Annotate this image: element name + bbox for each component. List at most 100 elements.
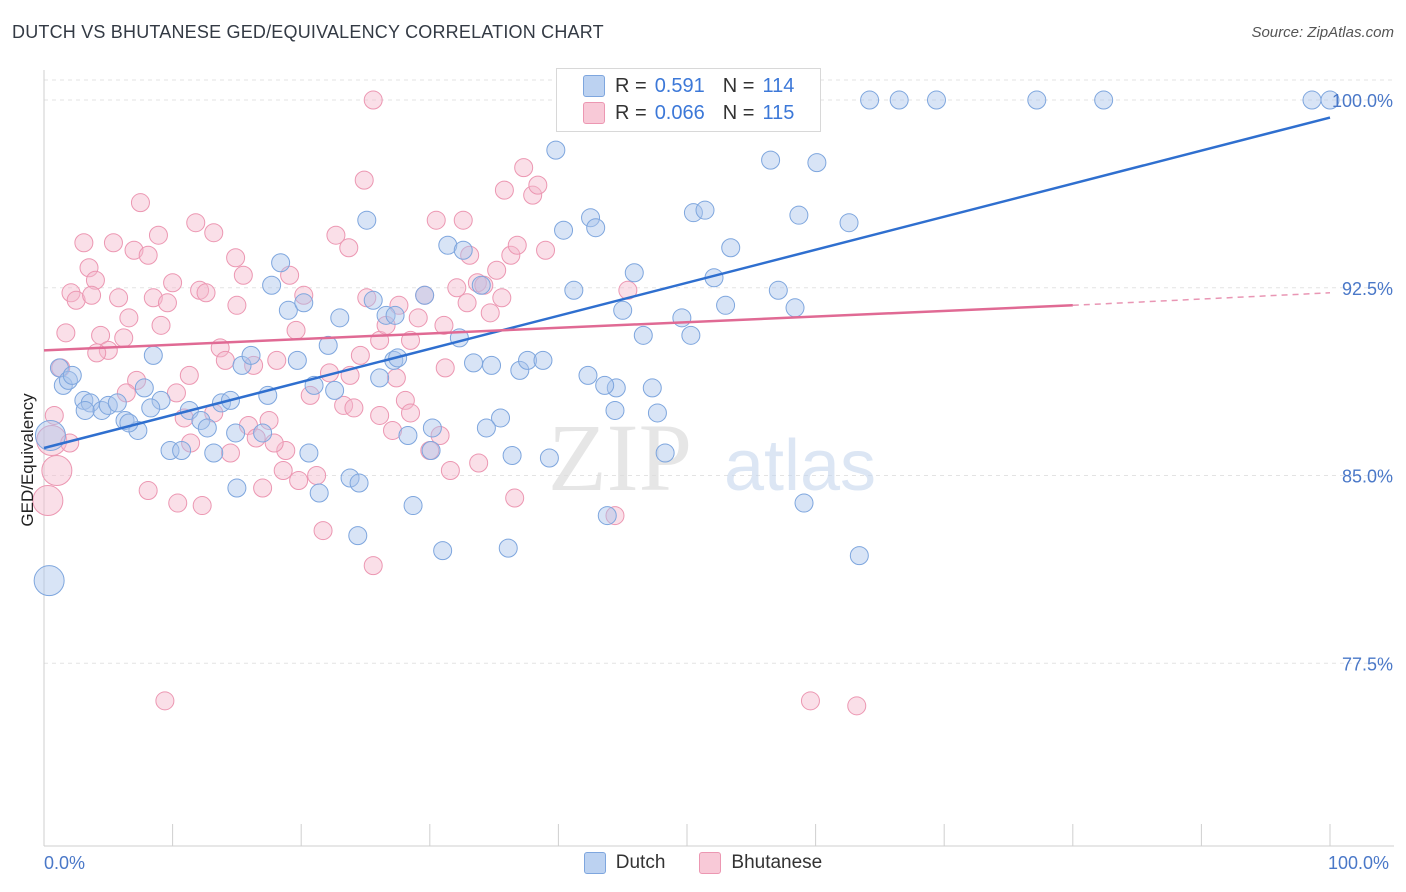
bhutanese-point [480, 303, 500, 323]
dutch-point [241, 345, 261, 365]
bhutanese-point [130, 193, 150, 213]
dutch-point [160, 440, 180, 460]
dutch-point [197, 418, 217, 438]
x-tick-label-max: 100.0% [1328, 853, 1390, 873]
dutch-point [647, 403, 667, 423]
chart-title: DUTCH VS BHUTANESE GED/EQUIVALENCY CORRE… [12, 22, 604, 42]
dutch-point [438, 235, 458, 255]
bhutanese-point [85, 270, 105, 290]
legend-row-dutch: R = 0.591 N = 114 [583, 73, 812, 99]
dutch-point [785, 298, 805, 318]
dutch-r-label: R = [615, 74, 647, 97]
dutch-point [191, 410, 211, 430]
bhutanese-point [344, 398, 364, 418]
bhutanese-n-value: 115 [762, 101, 795, 124]
x-tick-label-min: 0.0% [44, 853, 86, 873]
source-label: Source: ZipAtlas.com [1251, 24, 1394, 41]
y-tick-label: 77.5% [1342, 654, 1393, 674]
dutch-point [794, 493, 814, 513]
dutch-point [491, 408, 511, 428]
trend-lines [43, 116, 1331, 450]
dutch-point [422, 418, 442, 438]
bhutanese-point [408, 308, 428, 328]
dutch-point [605, 400, 625, 420]
bhutanese-point [79, 258, 99, 278]
dutch-point [34, 419, 66, 451]
dutch-point [761, 150, 781, 170]
stats-legend: R = 0.591 N = 114 R = 0.066 N = 115 [556, 68, 821, 132]
bhutanese-point [460, 245, 480, 265]
dutch-point [453, 240, 473, 260]
bhutanese-point [127, 370, 147, 390]
dutch-point [926, 90, 946, 110]
bhutanese-point [233, 265, 253, 285]
y-axis-label: GED/Equivalency [18, 393, 37, 527]
bhutanese-point [103, 233, 123, 253]
dutch-point [309, 483, 329, 503]
bhutanese-point [847, 696, 867, 716]
dutch-point [119, 413, 139, 433]
bhutanese-point [434, 315, 454, 335]
legend-item-bhutanese[interactable]: Bhutanese [699, 852, 822, 874]
bhutanese-point [395, 390, 415, 410]
bhutanese-point [273, 461, 293, 481]
watermark-zip: ZIP [548, 404, 692, 511]
bhutanese-point [267, 350, 287, 370]
dutch-point [476, 418, 496, 438]
dutch-point [253, 423, 273, 443]
bhutanese-points [32, 90, 867, 716]
dutch-point [227, 478, 247, 498]
bhutanese-point [82, 285, 102, 305]
bhutanese-point [426, 210, 446, 230]
bhutanese-trend-extension [1072, 292, 1331, 307]
y-tick-label: 92.5% [1342, 279, 1393, 299]
bhutanese-point [339, 238, 359, 258]
dutch-point [768, 280, 788, 300]
dutch-r-value: 0.591 [654, 74, 705, 97]
bhutanese-point [487, 260, 507, 280]
dutch-point [613, 300, 633, 320]
bhutanese-point [447, 278, 467, 298]
bhutanese-point [227, 295, 247, 315]
dutch-point [539, 448, 559, 468]
bhutanese-point [389, 295, 409, 315]
bhutanese-point [383, 420, 403, 440]
dutch-point [1302, 90, 1322, 110]
dutch-point [595, 375, 615, 395]
dutch-point [721, 238, 741, 258]
bhutanese-point [370, 405, 390, 425]
dutch-point [672, 308, 692, 328]
bhutanese-point [457, 293, 477, 313]
bhutanese-point [536, 240, 556, 260]
bhutanese-point [138, 245, 158, 265]
bhutanese-point [56, 323, 76, 343]
bhutanese-point [605, 506, 625, 526]
dutch-point [564, 280, 584, 300]
dutch-point [421, 440, 441, 460]
dutch-point [141, 398, 161, 418]
bhutanese-point [155, 691, 175, 711]
bhutanese-point [74, 233, 94, 253]
bhutanese-point [196, 283, 216, 303]
bhutanese-point [430, 425, 450, 445]
dutch-point [278, 300, 298, 320]
dutch-point [1027, 90, 1047, 110]
bhutanese-point [109, 288, 129, 308]
y-tick-label: 100.0% [1332, 91, 1393, 111]
bhutanese-point [386, 368, 406, 388]
dutch-point [642, 378, 662, 398]
dutch-point [62, 365, 82, 385]
bhutanese-point [151, 315, 171, 335]
dutch-point [299, 443, 319, 463]
bhutanese-point [204, 223, 224, 243]
bhutanese-point [618, 280, 638, 300]
bhutanese-point [220, 443, 240, 463]
legend-item-dutch[interactable]: Dutch [583, 852, 665, 874]
dutch-points [33, 90, 1340, 597]
bhutanese-point [505, 488, 525, 508]
dutch-point [683, 203, 703, 223]
dutch-point [340, 468, 360, 488]
dutch-point [655, 443, 675, 463]
dutch-point [849, 546, 869, 566]
bhutanese-point [453, 210, 473, 230]
